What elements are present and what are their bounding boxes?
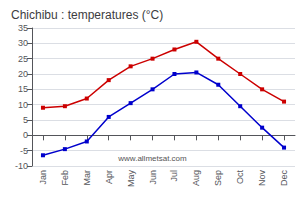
svg-text:Chichibu : temperatures (°C): Chichibu : temperatures (°C) [11, 8, 163, 22]
svg-text:May: May [126, 170, 136, 188]
svg-text:25: 25 [18, 54, 28, 64]
svg-text:-5: -5 [20, 146, 28, 156]
svg-text:Jun: Jun [148, 170, 158, 185]
svg-text:10: 10 [18, 100, 28, 110]
svg-text:5: 5 [23, 115, 28, 125]
svg-text:Mar: Mar [82, 170, 92, 186]
svg-text:0: 0 [23, 130, 28, 140]
svg-text:Apr: Apr [104, 170, 114, 184]
svg-text:20: 20 [18, 69, 28, 79]
svg-text:-10: -10 [15, 161, 28, 171]
svg-text:30: 30 [18, 38, 28, 48]
svg-text:Feb: Feb [60, 170, 70, 186]
svg-text:Jul: Jul [169, 170, 179, 182]
svg-text:Sep: Sep [213, 170, 223, 186]
svg-text:Dec: Dec [279, 170, 289, 187]
svg-text:www.allmetsat.com: www.allmetsat.com [117, 154, 187, 163]
svg-text:35: 35 [18, 23, 28, 33]
svg-text:Aug: Aug [191, 170, 201, 186]
svg-text:15: 15 [18, 84, 28, 94]
svg-text:Jan: Jan [38, 170, 48, 185]
svg-text:Oct: Oct [235, 170, 245, 185]
svg-text:Nov: Nov [257, 170, 267, 187]
